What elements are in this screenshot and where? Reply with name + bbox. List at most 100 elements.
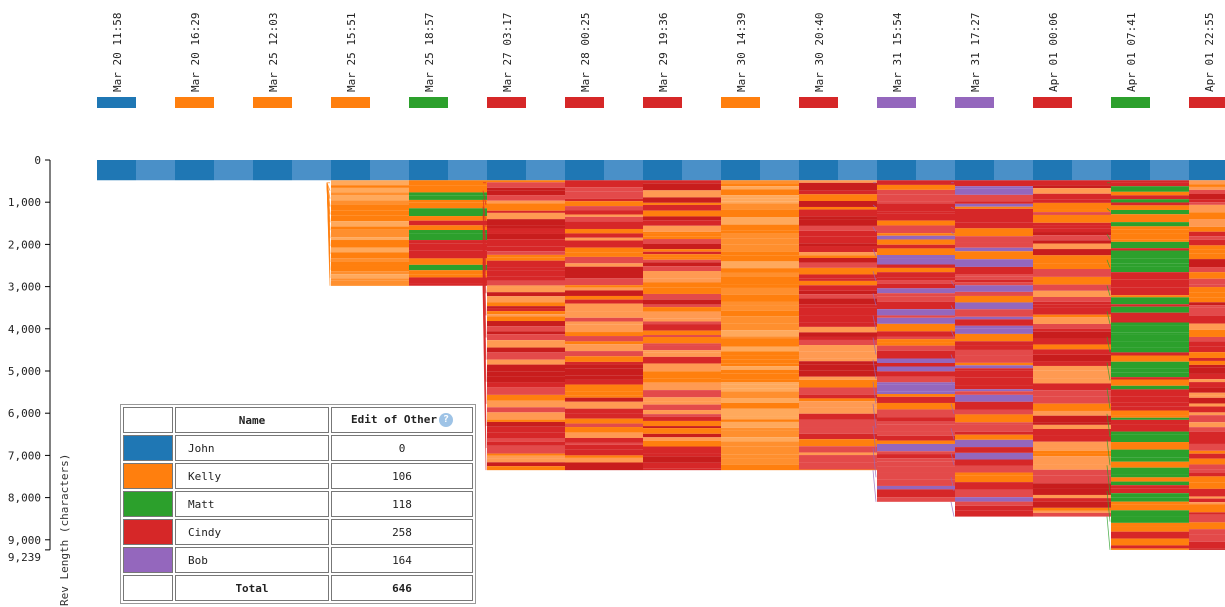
revision-column[interactable]: [877, 160, 955, 517]
author-segment: [565, 364, 643, 369]
author-segment: [1111, 379, 1189, 386]
author-color-swatch: [124, 436, 172, 460]
revision-connector: [1106, 362, 1111, 381]
author-segment: [1189, 305, 1225, 308]
revision-column[interactable]: [1189, 160, 1225, 550]
author-segment: [1033, 469, 1111, 476]
revision-author-swatch[interactable]: [1033, 97, 1072, 108]
revision-author-swatch[interactable]: [565, 97, 604, 108]
author-segment: [487, 421, 565, 427]
author-segment: [799, 387, 877, 395]
revision-column[interactable]: [409, 160, 487, 471]
legend-row-john[interactable]: John 0: [123, 435, 473, 461]
revision-column[interactable]: [643, 160, 721, 471]
revision-author-swatch[interactable]: [409, 97, 448, 108]
author-segment: [643, 231, 721, 234]
revision-author-swatch[interactable]: [799, 97, 838, 108]
author-segment: [1033, 228, 1111, 233]
revision-author-swatch[interactable]: [1111, 97, 1150, 108]
author-name: Matt: [175, 491, 329, 517]
revision-author-swatch[interactable]: [1189, 97, 1225, 108]
revision-connector: [950, 256, 955, 261]
author-segment: [565, 256, 643, 264]
revision-connector: [482, 214, 487, 272]
revision-author-swatch[interactable]: [97, 97, 136, 108]
author-segment: [721, 276, 799, 285]
help-icon[interactable]: ?: [439, 413, 454, 427]
author-segment: [721, 369, 799, 374]
revision-timestamp: Mar 29 19:36: [657, 13, 670, 92]
author-segment: [1189, 272, 1225, 279]
revision-author-swatch[interactable]: [721, 97, 760, 108]
revision-column[interactable]: [487, 160, 565, 471]
author-segment: [1189, 427, 1225, 432]
revision-author-swatch[interactable]: [877, 97, 916, 108]
revision-author-swatch[interactable]: [331, 97, 370, 108]
revision-column[interactable]: [175, 160, 253, 181]
author-segment: [1033, 255, 1111, 264]
revision-author-swatch[interactable]: [175, 97, 214, 108]
revision-author-swatch[interactable]: [643, 97, 682, 108]
legend-row-cindy[interactable]: Cindy 258: [123, 519, 473, 545]
author-segment: [643, 271, 721, 279]
y-tick-label: 5,000: [8, 365, 41, 378]
author-segment: [877, 362, 955, 367]
author-segment: [331, 180, 409, 186]
revision-column[interactable]: [1033, 160, 1111, 550]
author-segment: [799, 376, 877, 380]
author-segment: [721, 244, 799, 252]
author-segment: [487, 347, 565, 353]
author-segment: [1111, 312, 1189, 321]
author-segment: [565, 324, 643, 333]
author-segment: [955, 333, 1033, 342]
author-segment: [799, 298, 877, 305]
revision-column[interactable]: [331, 160, 409, 286]
revision-column[interactable]: [955, 160, 1033, 517]
author-segment: [877, 255, 955, 259]
revision-column[interactable]: [1111, 160, 1189, 550]
author-segment: [1033, 304, 1111, 308]
legend-row-matt[interactable]: Matt 118: [123, 491, 473, 517]
author-segment: [877, 435, 955, 441]
author-segment: [799, 182, 877, 191]
revision-connector: [1106, 439, 1111, 466]
author-segment: [1033, 424, 1111, 429]
author-segment: [1189, 231, 1225, 237]
author-segment: [877, 301, 955, 310]
revision-author-swatch[interactable]: [253, 97, 292, 108]
revision-column[interactable]: [253, 160, 331, 286]
author-segment: [1033, 344, 1111, 350]
revision-column[interactable]: [721, 160, 799, 471]
author-segment: [1033, 199, 1111, 203]
author-segment: [877, 371, 955, 377]
author-segment: [799, 200, 877, 207]
revision-author-swatch[interactable]: [955, 97, 994, 108]
revision-author-swatch[interactable]: [487, 97, 526, 108]
author-segment: [1033, 512, 1111, 517]
author-segment: [1111, 442, 1189, 450]
author-segment: [1033, 510, 1111, 513]
author-segment: [409, 240, 487, 244]
legend-row-bob[interactable]: Bob 164: [123, 547, 473, 573]
author-segment: [1033, 422, 1111, 425]
author-segment: [1111, 263, 1189, 267]
author-segment: [409, 225, 487, 231]
revision-column[interactable]: [97, 160, 175, 181]
author-segment: [643, 160, 682, 181]
author-segment: [721, 373, 799, 380]
author-segment: [955, 328, 1033, 334]
revision-column[interactable]: [799, 160, 877, 502]
author-segment: [799, 180, 877, 183]
author-segment: [565, 201, 643, 207]
author-segment: [565, 449, 643, 456]
author-segment: [721, 338, 799, 347]
author-segment: [487, 382, 565, 388]
author-segment: [877, 345, 955, 351]
author-segment: [409, 185, 487, 193]
author-segment: [799, 315, 877, 323]
author-color-swatch: [124, 520, 172, 544]
author-segment: [877, 160, 916, 181]
revision-column[interactable]: [565, 160, 643, 471]
legend-row-kelly[interactable]: Kelly 106: [123, 463, 473, 489]
author-segment: [643, 356, 721, 364]
